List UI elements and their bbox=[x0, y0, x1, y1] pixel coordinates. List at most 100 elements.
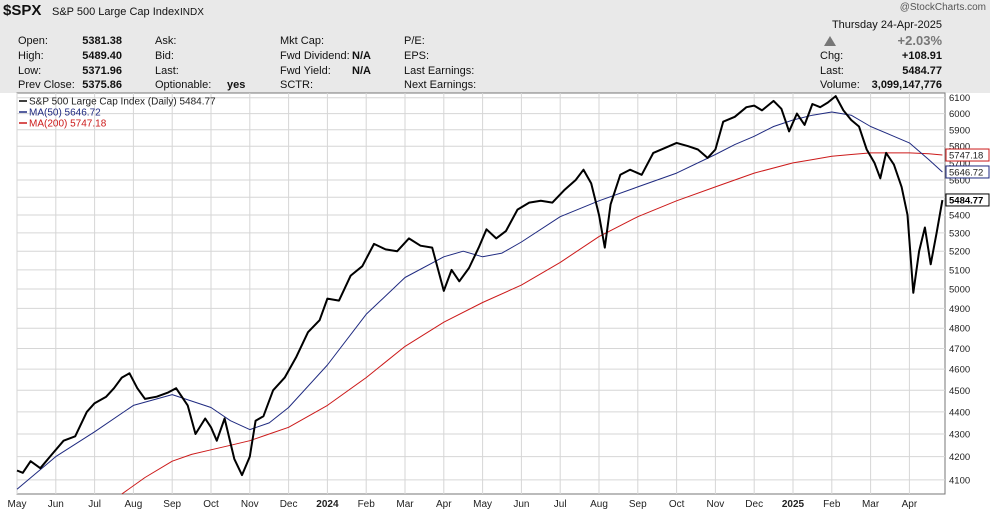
x-tick-label: Jul bbox=[88, 499, 101, 510]
ask-label: Ask: bbox=[155, 35, 177, 47]
bid-label: Bid: bbox=[155, 50, 174, 62]
legend-label: MA(50) 5646.72 bbox=[29, 108, 101, 119]
price-tag-label: 5747.18 bbox=[949, 151, 983, 162]
prev-close-value: 5375.86 bbox=[82, 79, 122, 91]
price-tag-box bbox=[945, 148, 990, 162]
fwd-yield-value: N/A bbox=[352, 65, 371, 77]
y-tick-label: 5600 bbox=[949, 175, 970, 186]
legend-label: MA(200) 5747.18 bbox=[29, 119, 107, 130]
y-tick-label: 4700 bbox=[949, 344, 970, 355]
y-tick-label: 4500 bbox=[949, 386, 970, 397]
y-tick-label: 4100 bbox=[949, 475, 970, 486]
y-tick-label: 5200 bbox=[949, 247, 970, 258]
price-tag-label: 5646.72 bbox=[949, 167, 983, 178]
y-tick-label: 5000 bbox=[949, 284, 970, 295]
x-tick-label: May bbox=[8, 499, 27, 510]
x-tick-label: Apr bbox=[436, 499, 452, 510]
x-tick-label: Dec bbox=[745, 499, 763, 510]
quote-date: Thursday 24-Apr-2025 bbox=[831, 19, 942, 31]
last-price-label: Last: bbox=[820, 65, 844, 77]
chg-label: Chg: bbox=[820, 50, 844, 62]
x-tick-label: Aug bbox=[125, 499, 143, 510]
mkt-cap-label: Mkt Cap: bbox=[280, 35, 325, 47]
up-arrow-icon bbox=[824, 36, 836, 46]
ticker-symbol: $SPX bbox=[3, 2, 42, 19]
watermark: @StockCharts.com bbox=[899, 2, 986, 13]
gridlines bbox=[16, 93, 945, 494]
series-line-ma-50- bbox=[16, 111, 943, 490]
prev-close-label: Prev Close: bbox=[18, 79, 75, 91]
y-tick-label: 4900 bbox=[949, 304, 970, 315]
y-tick-label: 5700 bbox=[949, 158, 970, 169]
high-label: High: bbox=[18, 50, 44, 62]
y-tick-label: 4400 bbox=[949, 407, 970, 418]
y-tick-label: 5900 bbox=[949, 125, 970, 136]
price-tag-label: 5484.77 bbox=[949, 195, 983, 206]
fwd-dividend-label: Fwd Dividend: bbox=[280, 50, 350, 62]
x-tick-label: 2024 bbox=[316, 499, 339, 510]
y-tick-label: 4200 bbox=[949, 452, 970, 463]
y-tick-label: 4300 bbox=[949, 430, 970, 441]
sctr-label: SCTR: bbox=[280, 79, 313, 91]
quote-header: $SPX S&P 500 Large Cap Index INDX @Stock… bbox=[0, 0, 990, 93]
legend-label: S&P 500 Large Cap Index (Daily) 5484.77 bbox=[29, 97, 216, 108]
y-tick-label: 4800 bbox=[949, 324, 970, 335]
plot-area bbox=[16, 92, 946, 495]
optionable-label: Optionable: bbox=[155, 79, 212, 91]
last-price-value: 5484.77 bbox=[902, 65, 942, 77]
x-axis: May Jun Jul Aug Sep Oct Nov Dec 2024 Feb Mar Apr May… bbox=[8, 499, 918, 510]
legend: S&P 500 Large Cap Index (Daily) 5484.77M… bbox=[19, 97, 216, 130]
change-percent: +2.03% bbox=[897, 33, 942, 48]
x-tick-label: Oct bbox=[669, 499, 685, 510]
security-name: S&P 500 Large Cap Index bbox=[52, 6, 180, 18]
high-value: 5489.40 bbox=[82, 50, 122, 62]
x-tick-label: Aug bbox=[590, 499, 608, 510]
series-line-s-p-500-large-cap-index-daily- bbox=[16, 95, 944, 477]
x-tick-label: 2025 bbox=[782, 499, 805, 510]
x-tick-label: Feb bbox=[358, 499, 376, 510]
volume-label: Volume: bbox=[820, 79, 860, 91]
x-tick-label: Oct bbox=[203, 499, 219, 510]
y-tick-label: 5400 bbox=[949, 210, 970, 221]
x-tick-label: Nov bbox=[707, 499, 725, 510]
price-tag-box bbox=[945, 193, 990, 207]
low-label: Low: bbox=[18, 65, 42, 77]
x-tick-label: Jul bbox=[554, 499, 567, 510]
series-lines bbox=[16, 95, 944, 495]
optionable-value: yes bbox=[227, 79, 246, 91]
open-label: Open: bbox=[18, 35, 48, 47]
x-tick-label: Nov bbox=[241, 499, 259, 510]
low-value: 5371.96 bbox=[82, 65, 122, 77]
y-tick-label: 6000 bbox=[949, 109, 970, 120]
x-tick-label: Feb bbox=[823, 499, 841, 510]
last-earnings-label: Last Earnings: bbox=[404, 65, 475, 77]
y-tick-label: 5300 bbox=[949, 228, 970, 239]
price-tag-box bbox=[945, 165, 990, 179]
x-tick-label: Jun bbox=[48, 499, 64, 510]
open-value: 5381.38 bbox=[82, 35, 122, 47]
x-tick-label: Dec bbox=[280, 499, 298, 510]
last-label: Last: bbox=[155, 65, 179, 77]
fwd-dividend-value: N/A bbox=[352, 50, 371, 62]
exchange-label: INDX bbox=[180, 7, 204, 18]
x-tick-label: May bbox=[473, 499, 492, 510]
x-tick-label: Sep bbox=[629, 499, 647, 510]
volume-value: 3,099,147,776 bbox=[871, 79, 942, 91]
y-tick-label: 4600 bbox=[949, 365, 970, 376]
y-tick-label: 5100 bbox=[949, 265, 970, 276]
chg-value: +108.91 bbox=[901, 50, 942, 62]
series-line-ma-200- bbox=[121, 152, 943, 495]
y-tick-label: 6100 bbox=[949, 93, 970, 104]
y-tick-label: 5800 bbox=[949, 142, 970, 153]
price-tags: 5747.18 5646.72 5484.77 bbox=[945, 148, 990, 207]
fwd-yield-label: Fwd Yield: bbox=[280, 65, 331, 77]
eps-label: EPS: bbox=[404, 50, 430, 62]
x-tick-label: Mar bbox=[396, 499, 414, 510]
y-axis: 4100 4200 4300 4400 4500 4600 4700 4800 4900 5000… bbox=[949, 93, 970, 486]
next-earnings-label: Next Earnings: bbox=[404, 79, 477, 91]
x-tick-label: Jun bbox=[513, 499, 529, 510]
x-tick-label: Sep bbox=[163, 499, 181, 510]
x-tick-label: Apr bbox=[902, 499, 918, 510]
pe-label: P/E: bbox=[404, 35, 425, 47]
